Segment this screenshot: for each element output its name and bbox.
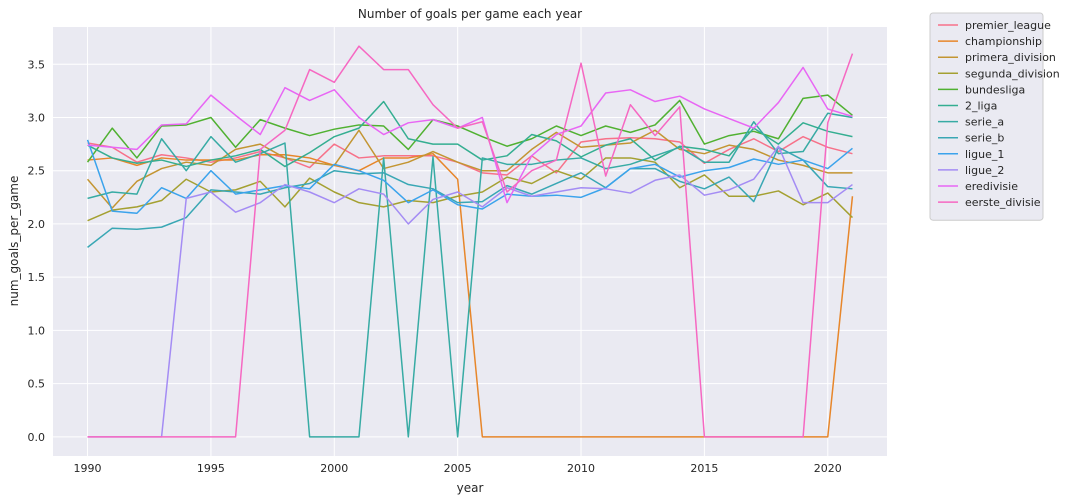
y-axis-ticks: 0.0 0.5 1.0 1.5 2.0 2.5 3.0 3.5: [28, 58, 46, 444]
series-line-2-liga: [87, 100, 853, 168]
legend-entry: 2_liga: [965, 100, 997, 113]
legend-entry: eerste_divisie: [965, 196, 1041, 209]
x-axis-label: year: [457, 481, 484, 495]
legend-entry: primera_division: [965, 51, 1056, 64]
x-tick-label: 2005: [444, 462, 472, 475]
x-tick-label: 1990: [74, 462, 102, 475]
legend-entry: eredivisie: [965, 180, 1018, 193]
grid-lines: [53, 27, 887, 456]
series-line-serie-b: [87, 146, 853, 248]
series-line-ligue-2: [87, 145, 853, 438]
legend-entry: serie_b: [965, 132, 1004, 145]
y-tick-label: 2.0: [28, 218, 46, 231]
legend-box: [929, 12, 1044, 221]
legend-entry: ligue_1: [965, 148, 1004, 161]
y-tick-label: 1.0: [28, 324, 46, 337]
legend-entry: championship: [965, 35, 1042, 48]
legend: premier_league championship primera_divisi…: [929, 12, 1060, 221]
y-axis-label: num_goals_per_game: [7, 176, 21, 307]
y-tick-label: 2.5: [28, 165, 46, 178]
series-line-eerste-divisie: [87, 45, 854, 438]
series-line-bundesliga: [86, 94, 853, 163]
legend-entry: ligue_2: [965, 164, 1004, 177]
series-line-serie-a: [87, 112, 853, 438]
chart-title: Number of goals per game each year: [358, 7, 582, 21]
x-tick-label: 2010: [567, 462, 595, 475]
x-axis-ticks: 1990 1995 2000 2005 2010 2015 2020: [74, 462, 842, 475]
y-tick-label: 3.0: [28, 111, 46, 124]
y-tick-label: 1.5: [28, 271, 46, 284]
legend-entry: bundesliga: [965, 83, 1025, 96]
series-line-segunda-division: [87, 157, 853, 222]
y-tick-label: 3.5: [28, 58, 46, 71]
series-line-premier-league: [87, 135, 853, 176]
x-tick-label: 2020: [814, 462, 842, 475]
y-tick-label: 0.0: [28, 431, 46, 444]
legend-entry: premier_league: [965, 19, 1051, 32]
series-line-ligue-1: [86, 139, 853, 215]
legend-entry: segunda_division: [965, 67, 1060, 80]
plot-area: [53, 27, 887, 456]
series-lines: [86, 45, 854, 438]
legend-entry: serie_a: [965, 116, 1004, 129]
x-tick-label: 2015: [690, 462, 718, 475]
series-line-eredivisie: [87, 66, 853, 204]
y-tick-label: 0.5: [28, 378, 46, 391]
series-line-primera-division: [86, 129, 853, 209]
x-tick-label: 2000: [320, 462, 348, 475]
x-tick-label: 1995: [197, 462, 225, 475]
